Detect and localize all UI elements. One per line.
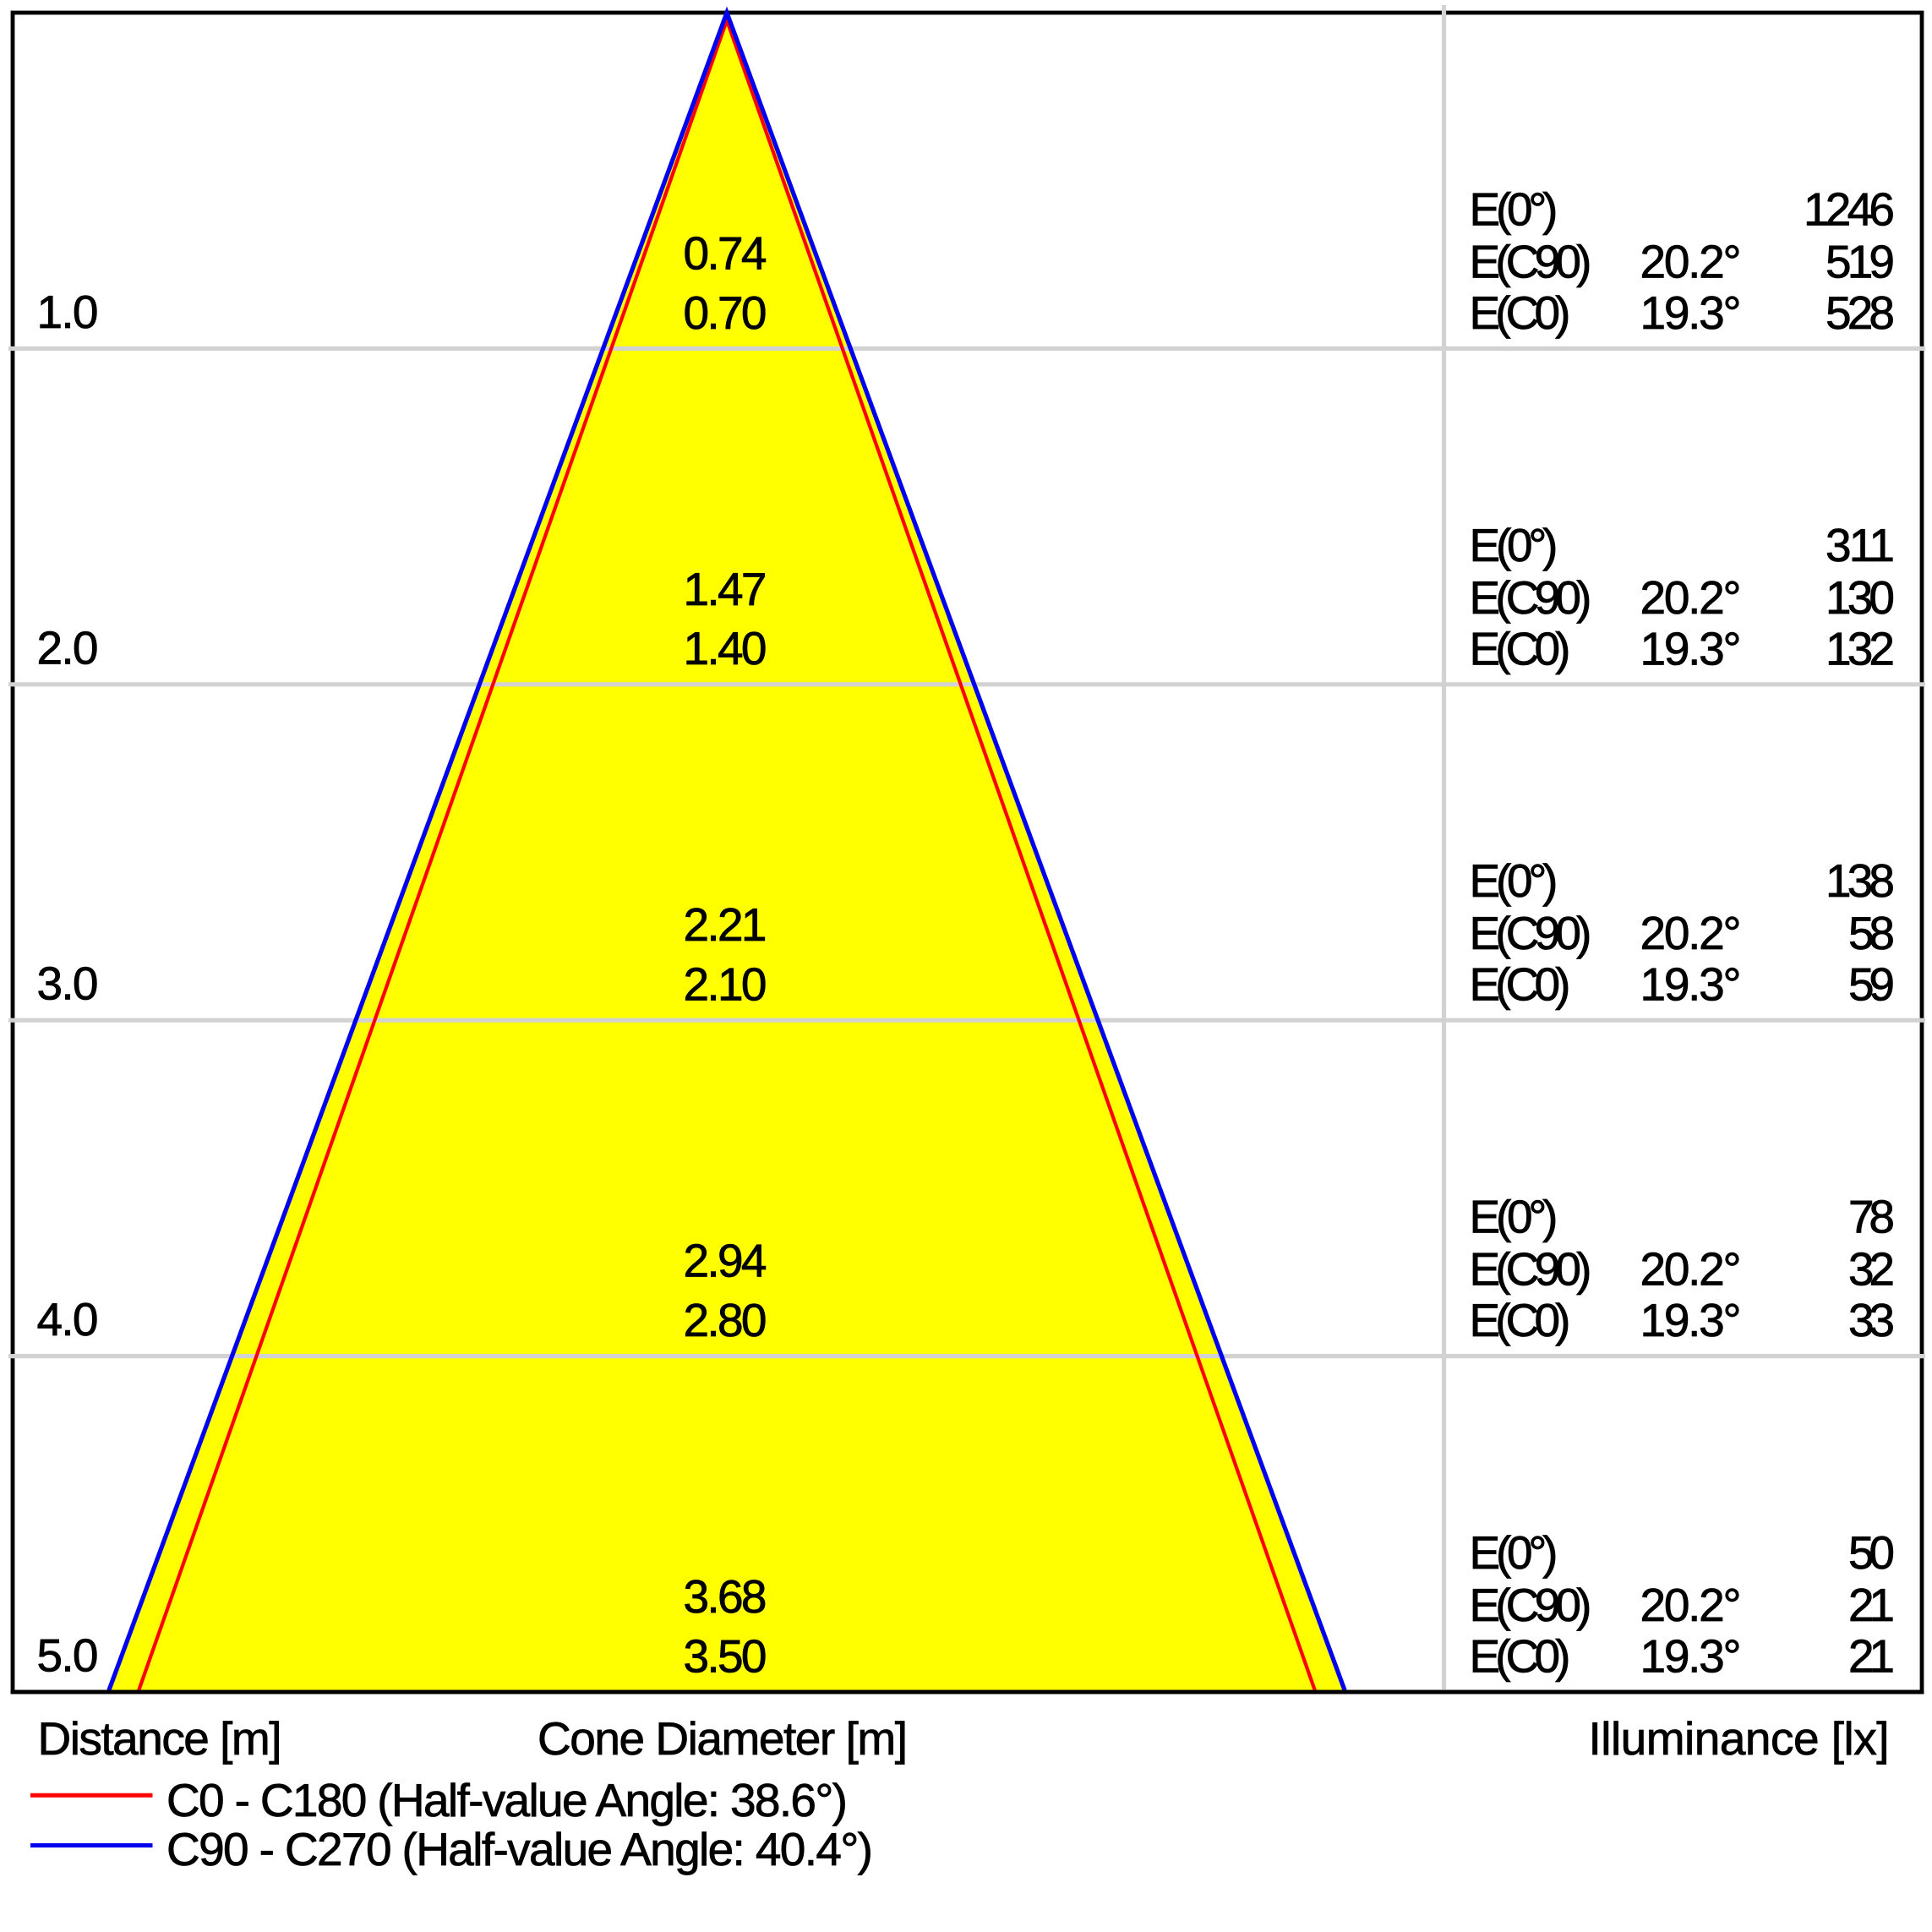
svg-text:E(C0): E(C0) [1470,958,1571,1011]
svg-text:20.2°: 20.2° [1640,571,1742,624]
svg-text:2.21: 2.21 [684,898,767,951]
svg-text:E(C0): E(C0) [1470,622,1571,674]
svg-text:19.3°: 19.3° [1640,1294,1742,1346]
svg-text:519: 519 [1826,235,1895,287]
svg-text:Illuminance [lx]: Illuminance [lx] [1589,1712,1890,1765]
svg-text:2.80: 2.80 [684,1294,767,1346]
svg-text:132: 132 [1826,622,1895,674]
svg-text:C0 - C180 (Half-value Angle: 3: C0 - C180 (Half-value Angle: 38.6°) [166,1774,848,1826]
svg-text:33: 33 [1848,1294,1895,1346]
svg-text:E(0°): E(0°) [1470,519,1558,571]
svg-text:3.0: 3.0 [37,958,99,1010]
svg-text:528: 528 [1826,287,1895,339]
svg-text:1.47: 1.47 [684,563,767,615]
svg-text:E(C90): E(C90) [1470,571,1592,624]
svg-text:1246: 1246 [1804,183,1895,235]
svg-text:4.0: 4.0 [37,1293,99,1345]
svg-text:E(C0): E(C0) [1470,1630,1571,1683]
svg-text:E(0°): E(0°) [1470,1526,1558,1579]
svg-text:20.2°: 20.2° [1640,1579,1742,1631]
svg-text:59: 59 [1848,958,1895,1011]
svg-text:58: 58 [1848,907,1895,959]
svg-text:78: 78 [1848,1191,1895,1243]
svg-text:2.0: 2.0 [37,621,99,674]
svg-text:2.10: 2.10 [684,958,767,1011]
svg-text:Cone Diameter [m]: Cone Diameter [m] [538,1712,908,1765]
svg-text:E(C90): E(C90) [1470,907,1592,959]
svg-text:138: 138 [1826,854,1895,907]
svg-text:19.3°: 19.3° [1640,1630,1742,1683]
svg-text:E(C0): E(C0) [1470,287,1571,339]
svg-text:19.3°: 19.3° [1640,958,1742,1011]
svg-text:1.0: 1.0 [37,286,99,338]
svg-text:E(C90): E(C90) [1470,1579,1592,1631]
svg-text:21: 21 [1848,1579,1895,1631]
svg-text:21: 21 [1848,1630,1895,1683]
svg-text:32: 32 [1848,1243,1895,1296]
svg-text:E(C90): E(C90) [1470,1243,1592,1296]
svg-text:50: 50 [1848,1526,1895,1579]
svg-text:130: 130 [1826,571,1895,624]
svg-text:20.2°: 20.2° [1640,907,1742,959]
svg-text:Distance [m]: Distance [m] [38,1712,282,1765]
svg-text:3.50: 3.50 [684,1629,767,1682]
svg-text:19.3°: 19.3° [1640,287,1742,339]
svg-text:E(0°): E(0°) [1470,1191,1558,1243]
svg-text:E(0°): E(0°) [1470,183,1558,235]
svg-text:311: 311 [1826,519,1895,571]
svg-text:2.94: 2.94 [684,1235,767,1287]
svg-text:E(C90): E(C90) [1470,235,1592,287]
svg-text:1.40: 1.40 [684,622,767,674]
svg-text:3.68: 3.68 [684,1570,767,1623]
svg-text:20.2°: 20.2° [1640,1243,1742,1296]
svg-text:19.3°: 19.3° [1640,622,1742,674]
svg-text:0.74: 0.74 [684,226,767,279]
svg-text:5.0: 5.0 [37,1629,99,1682]
svg-text:0.70: 0.70 [684,287,767,339]
svg-text:E(0°): E(0°) [1470,854,1558,907]
svg-text:20.2°: 20.2° [1640,235,1742,287]
svg-text:E(C0): E(C0) [1470,1294,1571,1346]
svg-text:C90 - C270 (Half-value Angle:: C90 - C270 (Half-value Angle: 40.4°) [166,1823,873,1875]
